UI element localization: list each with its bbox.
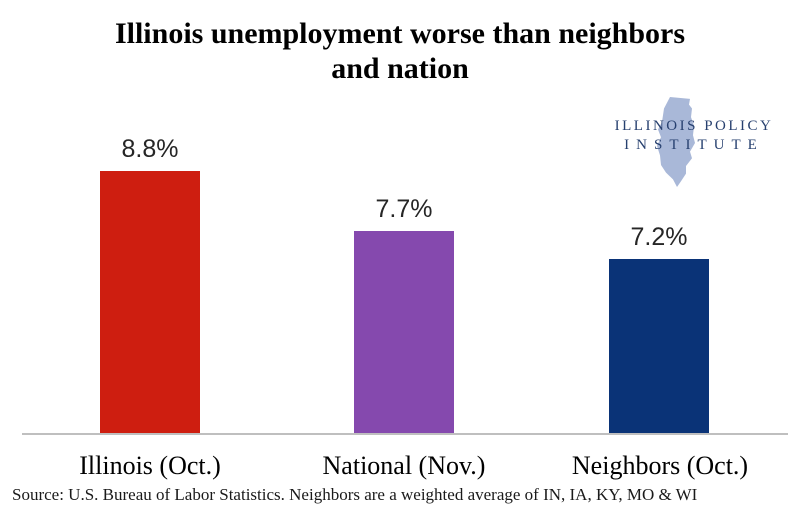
bar-neighbors [609,259,709,433]
logo-text-line2: INSTITUTE [624,137,764,153]
illinois-policy-institute-logo: ILLINOIS POLICY INSTITUTE [596,96,792,188]
chart-title: Illinois unemployment worse than neighbo… [60,16,740,87]
bar-national [354,231,454,433]
bar-value-label-neighbors: 7.2% [630,223,688,251]
category-label-neighbors: Neighbors (Oct.) [571,451,749,480]
illinois-state-icon [657,96,695,188]
logo-text-line1: ILLINOIS POLICY [614,118,774,134]
bar-value-label-illinois: 8.8% [121,135,179,163]
bar-illinois [100,171,200,433]
bar-group-neighbors: 7.2% [609,223,709,433]
chart-title-line1: Illinois unemployment worse than neighbo… [114,17,686,50]
bar-group-national: 7.7% [354,195,454,433]
category-label-illinois: Illinois (Oct.) [79,451,221,480]
bar-group-illinois: 8.8% [100,135,200,433]
source-note: Source: U.S. Bureau of Labor Statistics.… [12,485,698,504]
category-label-national: National (Nov.) [322,451,486,480]
x-axis-line [22,433,788,435]
logo-text: ILLINOIS POLICY INSTITUTE [596,118,792,154]
bar-value-label-national: 7.7% [375,195,433,223]
chart-title-line2: and nation [331,52,469,86]
